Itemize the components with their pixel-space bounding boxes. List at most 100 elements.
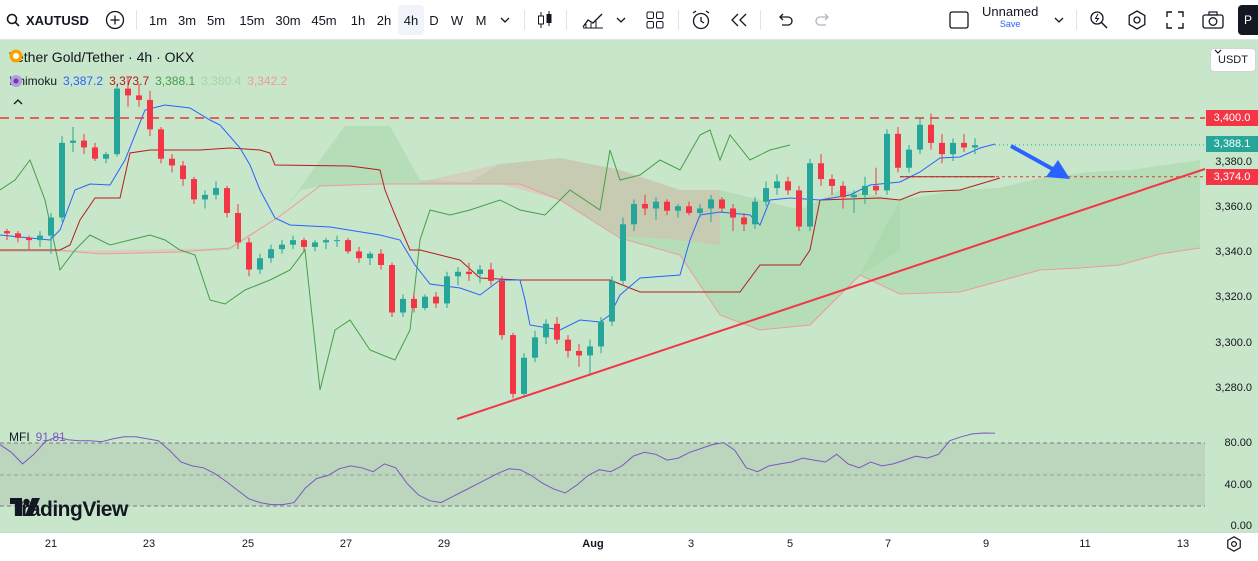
undo-button[interactable] <box>770 5 800 35</box>
candle-down <box>554 323 560 340</box>
time-tick: 23 <box>142 538 156 550</box>
interval-15m[interactable]: 15m <box>239 12 265 28</box>
candle-down <box>147 99 153 130</box>
interval-dropdown[interactable] <box>492 5 518 35</box>
candle-down <box>81 140 87 148</box>
interval-5m[interactable]: 5m <box>206 12 226 28</box>
snapshot-button[interactable] <box>1198 5 1228 35</box>
price-tick: 3,340.0 <box>1215 246 1252 258</box>
layouts-button[interactable] <box>640 5 670 35</box>
candle-up <box>37 235 43 241</box>
candle-down <box>224 188 230 213</box>
alert-button[interactable] <box>686 5 716 35</box>
layout-dropdown[interactable] <box>1046 5 1072 35</box>
time-tick: 11 <box>1079 538 1091 550</box>
save-label[interactable]: Save <box>999 19 1021 29</box>
candle-up <box>807 163 813 227</box>
search-icon <box>6 13 20 27</box>
interval-d[interactable]: D <box>429 12 439 28</box>
interval-w[interactable]: W <box>450 12 464 28</box>
chart-canvas[interactable] <box>0 40 1258 561</box>
fullscreen-button[interactable] <box>1160 5 1190 35</box>
mfi-legend[interactable]: MFI 91.81 <box>9 430 66 444</box>
candle-down <box>4 231 10 234</box>
candle-down <box>158 129 164 159</box>
candle-up <box>268 249 274 259</box>
indicators-button[interactable] <box>578 5 608 35</box>
chikou-span-line <box>0 129 791 391</box>
candle-up <box>367 253 373 259</box>
interval-4h[interactable]: 4h <box>398 5 424 35</box>
redo-button[interactable] <box>808 5 838 35</box>
candle-up <box>884 133 890 191</box>
chart-type-button[interactable] <box>530 5 560 35</box>
candle-down <box>92 147 98 159</box>
ichimoku-cloud-bull <box>0 126 900 330</box>
price-tick: 3,320.0 <box>1215 291 1252 303</box>
plus-circle-icon <box>105 10 125 30</box>
candle-down <box>829 179 835 186</box>
publish-button[interactable]: P <box>1238 5 1258 35</box>
candle-down <box>466 271 472 275</box>
candle-up <box>972 145 978 148</box>
layout-name[interactable]: Unnamed Save <box>982 5 1038 29</box>
candle-down <box>928 124 934 143</box>
interval-3m[interactable]: 3m <box>177 12 197 28</box>
candle-up <box>906 149 912 168</box>
settings-button[interactable] <box>1122 5 1152 35</box>
candle-down <box>785 181 791 191</box>
candle-down <box>125 88 131 96</box>
time-tick: 21 <box>44 538 58 550</box>
layout-checkbox[interactable] <box>944 5 974 35</box>
interval-m[interactable]: M <box>475 12 487 28</box>
layout-name-label: Unnamed <box>982 4 1039 19</box>
tradingview-logo[interactable]: TradingView <box>10 498 128 522</box>
indicators-dropdown[interactable] <box>608 5 634 35</box>
interval-1h[interactable]: 1h <box>350 12 366 28</box>
chart-area[interactable]: Tether Gold/Tether · 4h · OKX Ichimoku 3… <box>0 40 1258 561</box>
symbol-search[interactable]: XAUTUSD <box>6 5 89 35</box>
indicator-source-icon <box>10 75 22 87</box>
ichimoku-legend[interactable]: Ichimoku 3,387.2 3,373.7 3,388.1 3,380.4… <box>9 74 287 88</box>
kijun-line <box>0 147 1001 293</box>
candle-up <box>455 271 461 277</box>
interval-30m[interactable]: 30m <box>275 12 301 28</box>
candle-up <box>213 188 219 195</box>
candle-down <box>26 237 32 241</box>
candle-up <box>675 206 681 211</box>
gear-icon <box>1128 10 1146 30</box>
candle-down <box>664 201 670 211</box>
mfi-tick: 40.00 <box>1224 479 1252 491</box>
last-price-label: 3,388.1 <box>1206 136 1258 152</box>
undo-icon <box>779 13 793 26</box>
candle-down <box>642 203 648 209</box>
chevron-down-icon <box>616 17 626 23</box>
candle-down <box>895 133 901 168</box>
replay-button[interactable] <box>724 5 754 35</box>
currency-selector[interactable]: USDT <box>1210 48 1256 72</box>
candle-down <box>191 179 197 200</box>
candle-down <box>235 212 241 243</box>
interval-2h[interactable]: 2h <box>376 12 392 28</box>
gear-icon <box>1227 536 1241 552</box>
candle-up <box>290 240 296 245</box>
candle-up <box>708 199 714 209</box>
interval-45m[interactable]: 45m <box>311 12 337 28</box>
brand-name: TradingView <box>10 498 128 521</box>
candle-down <box>301 240 307 247</box>
candle-up <box>950 142 956 155</box>
time-tick: 29 <box>437 538 451 550</box>
tenkan-value: 3,387.2 <box>63 74 104 88</box>
candle-down <box>719 199 725 209</box>
price-tick: 3,380.0 <box>1215 156 1252 168</box>
candle-down <box>576 350 582 356</box>
fullscreen-icon <box>1166 11 1184 29</box>
symbol-title: Tether Gold/Tether · 4h · OKX <box>9 49 195 65</box>
candle-down <box>565 339 571 351</box>
compare-symbol-button[interactable] <box>100 5 130 35</box>
interval-1m[interactable]: 1m <box>148 12 168 28</box>
candle-up <box>312 242 318 247</box>
candle-up <box>917 124 923 150</box>
quick-search-button[interactable] <box>1084 5 1114 35</box>
candle-up <box>653 201 659 209</box>
